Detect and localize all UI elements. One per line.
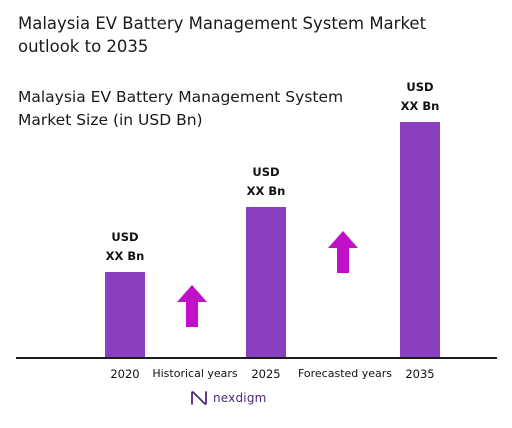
historical-years-label: Historical years [152,367,238,380]
bar-value-label-line: USD [406,80,434,94]
brand-logo: nexdigm [190,388,267,408]
brand-name: nexdigm [213,391,267,405]
bar-value-label-line: USD [111,230,139,244]
bar-value-label-line: XX Bn [400,99,440,113]
bar-2020 [105,272,145,357]
chart-subtitle: Malaysia EV Battery Management System Ma… [18,88,344,129]
bar-2025 [246,207,286,357]
historical-growth-arrow-icon [177,285,207,327]
bar-value-label-line: XX Bn [105,249,145,263]
nexdigm-logo-icon [191,391,207,405]
bar-value-label-line: USD [252,165,280,179]
bar-value-label-line: XX Bn [246,184,286,198]
x-axis-line [16,357,497,359]
x-tick-label-2025: 2025 [251,367,281,381]
bar-value-label-2020: USD XX Bn [85,228,165,266]
x-tick-label-2035: 2035 [405,367,435,381]
bar-value-label-2035: USD XX Bn [380,78,460,116]
x-tick-label-2020: 2020 [110,367,140,381]
bar-value-label-2025: USD XX Bn [226,163,306,201]
forecast-growth-arrow-icon [328,231,358,273]
forecasted-years-label: Forecasted years [297,367,393,380]
chart-title: Malaysia EV Battery Management System Ma… [18,14,427,56]
bar-2035 [400,122,440,357]
